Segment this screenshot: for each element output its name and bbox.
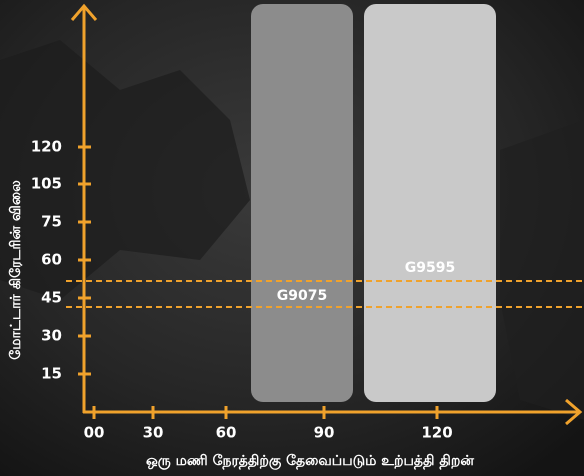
x-tick-label: 30 xyxy=(143,424,164,442)
y-tick-label: 30 xyxy=(41,327,62,345)
y-tick-label: 15 xyxy=(41,365,62,383)
bar xyxy=(364,4,496,402)
y-tick-label: 105 xyxy=(31,175,62,193)
y-tick-label: 60 xyxy=(41,251,62,269)
bar-label: G9075 xyxy=(277,288,327,304)
x-tick-label: 00 xyxy=(84,424,105,442)
infographic: G9075 G9595 மோட்டார் கிரேடரின் விலை ஒரு … xyxy=(0,0,584,476)
y-tick-label: 75 xyxy=(41,213,62,231)
y-tick-label: 45 xyxy=(41,289,62,307)
bar-label: G9595 xyxy=(405,260,455,276)
y-axis-title: மோட்டார் கிரேடரின் விலை xyxy=(8,180,24,360)
y-tick-label: 120 xyxy=(31,138,62,156)
chart: G9075 G9595 மோட்டார் கிரேடரின் விலை ஒரு … xyxy=(0,0,584,476)
x-axis-title: ஒரு மணி நேரத்திற்கு தேவைப்படும் உற்பத்தி… xyxy=(146,453,474,470)
x-tick-label: 120 xyxy=(421,424,452,442)
x-tick-label: 60 xyxy=(216,424,237,442)
bar xyxy=(251,4,353,402)
x-tick-label: 90 xyxy=(314,424,335,442)
